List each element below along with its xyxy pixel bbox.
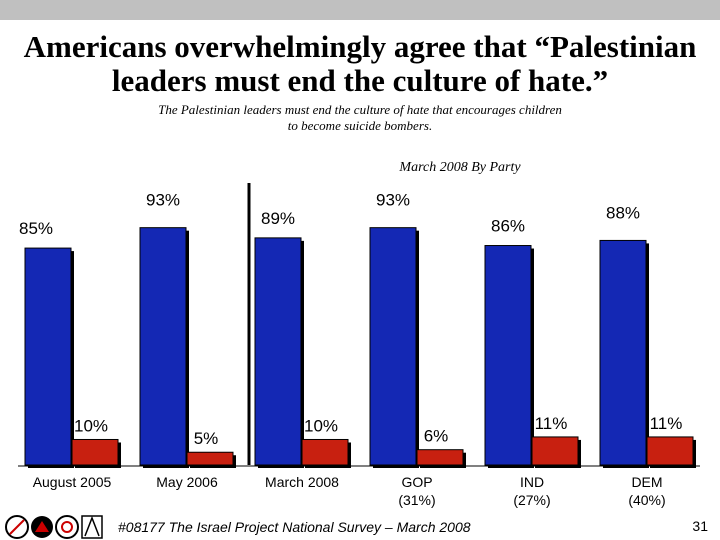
bar-disagree bbox=[71, 438, 119, 466]
data-label-disagree: 11% bbox=[535, 414, 568, 433]
page-title: Americans overwhelmingly agree that “Pal… bbox=[0, 30, 720, 98]
bar-disagree bbox=[301, 438, 349, 466]
category-label: March 2008 bbox=[265, 474, 339, 490]
logo-icon-3 bbox=[55, 515, 79, 539]
data-label-disagree: 10% bbox=[304, 416, 338, 435]
data-label-agree: 93% bbox=[376, 191, 410, 210]
bar-disagree bbox=[646, 436, 694, 466]
sponsor-logos bbox=[5, 515, 103, 539]
bar-agree bbox=[369, 227, 417, 466]
data-label-disagree: 10% bbox=[74, 416, 108, 435]
data-label-agree: 93% bbox=[146, 191, 180, 210]
category-sublabel: (31%) bbox=[398, 492, 435, 508]
question-line-2: to become suicide bombers. bbox=[287, 118, 433, 133]
logo-icon-1 bbox=[5, 515, 29, 539]
data-label-disagree: 5% bbox=[194, 429, 219, 448]
top-bar bbox=[0, 0, 720, 20]
question-line-1: The Palestinian leaders must end the cul… bbox=[158, 102, 562, 117]
data-label-agree: 88% bbox=[606, 203, 640, 222]
bar-agree bbox=[139, 227, 187, 466]
data-label-disagree: 11% bbox=[650, 414, 683, 433]
bar-agree bbox=[254, 237, 302, 466]
question-text: The Palestinian leaders must end the cul… bbox=[60, 102, 660, 134]
category-label: GOP bbox=[401, 474, 432, 490]
footer: #08177 The Israel Project National Surve… bbox=[0, 508, 720, 540]
bar-agree bbox=[599, 239, 647, 466]
bar-disagree bbox=[531, 436, 579, 466]
survey-footnote: #08177 The Israel Project National Surve… bbox=[118, 519, 471, 535]
page-number: 31 bbox=[692, 518, 708, 534]
bar-disagree bbox=[416, 449, 464, 466]
bar-agree bbox=[484, 245, 532, 466]
data-label-disagree: 6% bbox=[424, 427, 449, 446]
category-label: DEM bbox=[631, 474, 662, 490]
bar-chart: 85% 10% August 2005 93% 5% May 2006 89% 10% Marc… bbox=[18, 183, 700, 508]
category-sublabel: (27%) bbox=[513, 492, 550, 508]
logo-icon-2 bbox=[31, 516, 53, 538]
category-label: IND bbox=[520, 474, 544, 490]
category-label: August 2005 bbox=[33, 474, 112, 490]
logo-icon-4 bbox=[81, 515, 103, 539]
title-line-1: Americans overwhelmingly agree that “Pal… bbox=[23, 29, 697, 64]
data-label-agree: 86% bbox=[491, 217, 525, 236]
bar-agree bbox=[24, 247, 72, 466]
data-label-agree: 89% bbox=[261, 209, 295, 228]
bar-disagree bbox=[186, 451, 234, 466]
party-heading: March 2008 By Party bbox=[399, 160, 521, 175]
category-label: May 2006 bbox=[156, 474, 218, 490]
data-label-agree: 85% bbox=[19, 219, 53, 238]
category-sublabel: (40%) bbox=[628, 492, 665, 508]
title-line-2: leaders must end the culture of hate.” bbox=[111, 63, 609, 98]
